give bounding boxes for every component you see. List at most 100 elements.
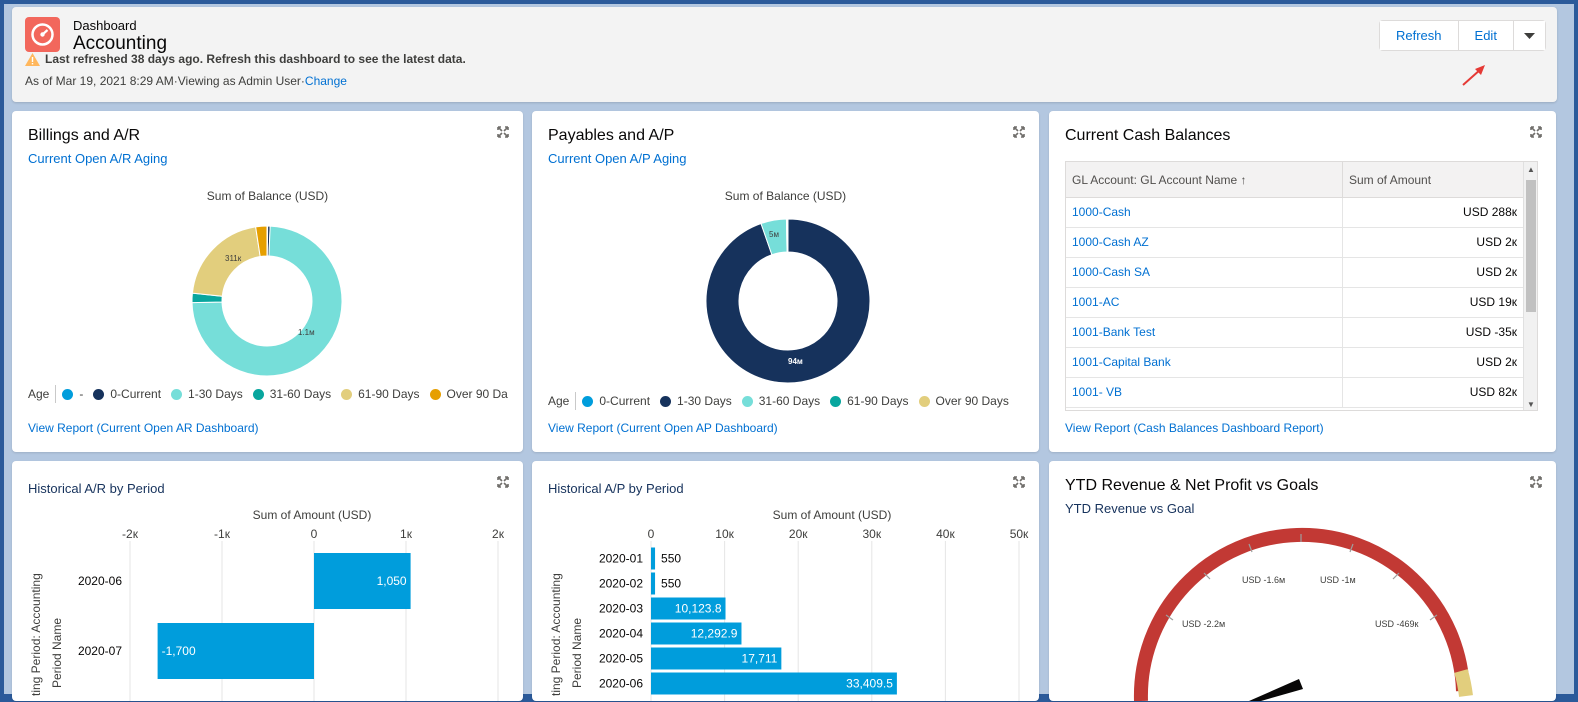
legend-label: 0-Current bbox=[110, 387, 162, 401]
y-axis-title: ting Period: Accounting bbox=[29, 573, 43, 696]
edit-button[interactable]: Edit bbox=[1458, 21, 1514, 50]
view-report-link[interactable]: View Report (Current Open AP Dashboard) bbox=[548, 421, 778, 435]
bar-2020-01[interactable] bbox=[651, 547, 656, 570]
legend-dot bbox=[741, 395, 753, 407]
donut-slice-1-30-days[interactable] bbox=[705, 218, 871, 384]
account-link[interactable]: 1000-Cash bbox=[1066, 198, 1343, 227]
column-header-account[interactable]: GL Account: GL Account Name ↑ bbox=[1066, 162, 1343, 197]
view-report-link[interactable]: View Report (Current Open AR Dashboard) bbox=[28, 421, 259, 435]
legend-dot bbox=[918, 395, 930, 407]
card-title: Current Cash Balances bbox=[1065, 127, 1231, 144]
column-header-amount[interactable]: Sum of Amount bbox=[1349, 173, 1432, 187]
legend-label: 31-60 Days bbox=[758, 394, 821, 408]
x-tick-label: 10к bbox=[715, 527, 734, 541]
ytd-revenue-gauge[interactable]: USD -2.2м USD -1.6м USD -1м USD -469к bbox=[1049, 521, 1556, 701]
payables-legend: Age 0-Current 1-30 Days 31-60 Days 61-90… bbox=[548, 392, 1019, 410]
historical-ap-card: Historical A/P by Period Sum of Amount (… bbox=[532, 461, 1039, 701]
y-axis-title: Period Name bbox=[570, 618, 584, 688]
legend-item[interactable]: 1-30 Days bbox=[171, 387, 243, 401]
legend-item[interactable]: 0-Current bbox=[93, 387, 161, 401]
legend-item[interactable]: 61-90 Days bbox=[830, 394, 909, 408]
bar-value-label: 17,711 bbox=[742, 652, 778, 666]
legend-item[interactable]: 31-60 Days bbox=[741, 394, 821, 408]
donut-slice-over-90-days[interactable] bbox=[255, 225, 268, 258]
donut-slice-over-90-days[interactable] bbox=[786, 218, 789, 253]
y-category-label: 2020-06 bbox=[599, 677, 643, 691]
y-category-label: 2020-05 bbox=[599, 652, 643, 666]
expand-icon[interactable] bbox=[1013, 126, 1025, 138]
account-link[interactable]: 1000-Cash SA bbox=[1066, 258, 1343, 287]
table-scrollbar[interactable]: ▲ ▼ bbox=[1523, 162, 1537, 410]
bar-2020-04[interactable] bbox=[651, 622, 742, 645]
billings-donut-chart[interactable]: 311к 1.1м bbox=[12, 206, 523, 396]
bar-2020-03[interactable] bbox=[651, 597, 726, 620]
legend-item[interactable]: 61-90 Days bbox=[341, 387, 420, 401]
scroll-thumb[interactable] bbox=[1526, 180, 1536, 312]
expand-icon[interactable] bbox=[1530, 126, 1542, 138]
bar-value-label: -1,700 bbox=[162, 644, 196, 658]
gauge-goal-segment bbox=[1454, 669, 1473, 697]
bar-2020-05[interactable] bbox=[651, 647, 782, 670]
account-link[interactable]: 1001- VB bbox=[1066, 378, 1343, 407]
account-link[interactable]: 1001-AC bbox=[1066, 288, 1343, 317]
change-viewer-link[interactable]: Change bbox=[304, 74, 347, 88]
legend-item[interactable]: Over 90 Days bbox=[918, 394, 1009, 408]
amount-cell: USD 82к bbox=[1469, 385, 1517, 399]
card-subtitle[interactable]: Current Open A/P Aging bbox=[548, 151, 687, 166]
bar-2020-07[interactable] bbox=[157, 623, 314, 679]
legend-item[interactable]: - bbox=[62, 387, 83, 401]
more-actions-button[interactable] bbox=[1513, 21, 1545, 50]
legend-dot bbox=[62, 388, 74, 400]
expand-icon[interactable] bbox=[1013, 476, 1025, 488]
refresh-button[interactable]: Refresh bbox=[1380, 21, 1459, 50]
bar-2020-06[interactable] bbox=[651, 672, 897, 695]
bar-2020-06[interactable] bbox=[314, 553, 411, 609]
historical-ar-card: Historical A/R by Period Sum of Amount (… bbox=[12, 461, 523, 701]
historical-ar-bar-chart[interactable]: ting Period: Accounting Period Name -2к -… bbox=[12, 521, 523, 701]
card-subtitle[interactable]: Current Open A/R Aging bbox=[28, 151, 168, 166]
table-row: 1000-Cash AZ USD 2к bbox=[1066, 228, 1537, 258]
legend-item[interactable]: 0-Current bbox=[582, 394, 650, 408]
dashboard-app-icon bbox=[25, 17, 60, 52]
chart-label: Sum of Balance (USD) bbox=[206, 189, 329, 203]
y-category-label: 2020-02 bbox=[599, 577, 643, 591]
scroll-down-icon[interactable]: ▼ bbox=[1527, 400, 1535, 409]
legend-label: 31-60 Days bbox=[269, 387, 332, 401]
slice-label: 1.1м bbox=[298, 328, 315, 337]
legend-item[interactable]: 1-30 Days bbox=[660, 394, 732, 408]
historical-ap-bar-chart[interactable]: ting Period: Accounting Period Name 0 10к… bbox=[532, 521, 1039, 701]
x-tick-label: 20к bbox=[789, 527, 808, 541]
page-title: Accounting bbox=[73, 33, 168, 54]
bar-value-label: 33,409.5 bbox=[846, 677, 893, 691]
scroll-up-icon[interactable]: ▲ bbox=[1527, 165, 1535, 174]
legend-item[interactable]: Over 90 Da bbox=[429, 387, 508, 401]
bar-2020-02[interactable] bbox=[651, 572, 656, 595]
account-link[interactable]: 1001-Capital Bank bbox=[1066, 348, 1343, 377]
expand-icon[interactable] bbox=[497, 476, 509, 488]
card-title: Billings and A/R bbox=[28, 127, 141, 144]
billings-ar-card: Billings and A/R Current Open A/R Aging … bbox=[12, 111, 523, 452]
expand-icon[interactable] bbox=[1530, 476, 1542, 488]
x-tick-label: 30к bbox=[862, 527, 881, 541]
x-axis-title: Sum of Amount (USD) bbox=[252, 508, 372, 522]
amount-cell: USD -35к bbox=[1465, 325, 1517, 339]
account-link[interactable]: 1000-Cash AZ bbox=[1066, 228, 1343, 257]
view-report-link[interactable]: View Report (Cash Balances Dashboard Rep… bbox=[1065, 421, 1324, 435]
legend-divider bbox=[55, 385, 57, 403]
legend-label: - bbox=[79, 387, 84, 401]
legend-item[interactable]: 31-60 Days bbox=[252, 387, 332, 401]
table-row: 1001-AC USD 19к bbox=[1066, 288, 1537, 318]
legend-title: Age bbox=[548, 394, 570, 408]
donut-slice-1-30-days[interactable] bbox=[191, 225, 343, 377]
payables-donut-chart[interactable]: 5м 94м bbox=[532, 206, 1039, 396]
legend-dot bbox=[660, 395, 672, 407]
table-row: 1001-Bank Test USD -35к bbox=[1066, 318, 1537, 348]
account-link[interactable]: 1001-Bank Test bbox=[1066, 318, 1343, 347]
refresh-warning: Last refreshed 38 days ago. Refresh this… bbox=[25, 52, 466, 66]
legend-divider bbox=[575, 392, 577, 410]
gauge-label: USD -2.2м bbox=[1182, 619, 1225, 629]
header-button-group: Refresh Edit bbox=[1379, 20, 1546, 51]
expand-icon[interactable] bbox=[497, 126, 509, 138]
legend-label: Over 90 Days bbox=[935, 394, 1009, 408]
chevron-down-icon bbox=[1523, 33, 1535, 39]
